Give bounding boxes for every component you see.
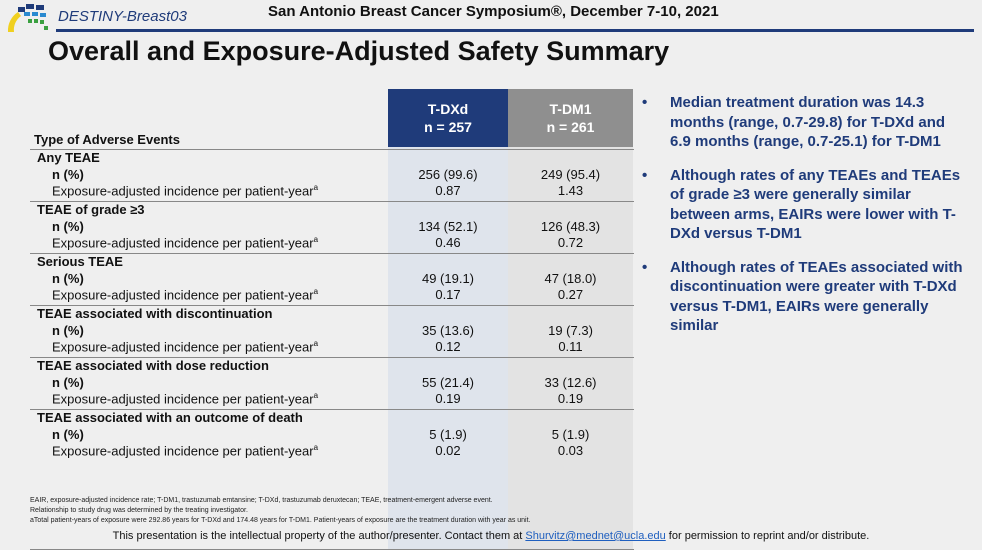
bullet-text: Although rates of any TEAEs and TEAEs of… [670, 166, 961, 243]
ip-text: This presentation is the intellectual pr… [112, 530, 526, 542]
tdxd-n-value: 256 (99.6) [418, 167, 478, 182]
arm-name: T-DXd [427, 101, 469, 117]
footnote: Relationship to study drug was determine… [30, 507, 248, 514]
eair-text: Exposure-adjusted incidence per patient-… [52, 235, 314, 251]
footnotes: EAIR, exposure-adjusted incidence rate; … [30, 496, 531, 526]
tdm1-n-value: 249 (95.4) [540, 167, 601, 182]
bullet-item: • Median treatment duration was 14.3 mont… [640, 93, 970, 152]
bullet-icon: • [642, 166, 648, 184]
tdm1-column-bg [508, 147, 633, 549]
row-title: Any TEAE [37, 150, 100, 165]
type-header: Type of Adverse Events [34, 132, 180, 147]
n-label: n (%) [52, 167, 84, 182]
tdxd-n-value: 5 (1.9) [429, 427, 467, 442]
eair-text: Exposure-adjusted incidence per patient-… [52, 443, 314, 459]
conference-title: San Antonio Breast Cancer Symposium®, De… [268, 3, 719, 20]
bullet-item: • Although rates of any TEAEs and TEAEs o… [640, 166, 970, 244]
eair-label: Exposure-adjusted incidence per patient-… [52, 287, 318, 302]
tdm1-eair-value: 0.03 [557, 443, 584, 458]
tdm1-eair-value: 0.72 [557, 235, 584, 250]
eair-text: Exposure-adjusted incidence per patient-… [52, 183, 314, 199]
footnote-marker: a [313, 339, 319, 348]
eair-label: Exposure-adjusted incidence per patient-… [52, 391, 318, 406]
tdxd-n-value: 134 (52.1) [418, 219, 478, 234]
bullet-icon: • [642, 94, 648, 111]
eair-label: Exposure-adjusted incidence per patient-… [52, 339, 318, 354]
tdxd-eair-value: 0.46 [435, 235, 461, 250]
tdxd-column-bg [388, 147, 508, 549]
footnote-marker: a [313, 391, 319, 400]
row-title: TEAE associated with an outcome of death [37, 410, 303, 425]
bullet-text: Although rates of TEAEs associated with … [670, 258, 963, 335]
eair-text: Exposure-adjusted incidence per patient-… [52, 287, 314, 303]
footnote-marker: a [313, 287, 319, 296]
page-title: Overall and Exposure-Adjusted Safety Sum… [48, 36, 670, 66]
footnote-marker: a [313, 235, 319, 244]
eair-label: Exposure-adjusted incidence per patient-… [52, 235, 318, 250]
tdxd-eair-value: 0.12 [435, 339, 461, 354]
tdm1-eair-value: 0.19 [557, 391, 584, 406]
eair-label: Exposure-adjusted incidence per patient-… [52, 183, 318, 198]
eair-label: Exposure-adjusted incidence per patient-… [52, 443, 318, 458]
row-title: TEAE associated with discontinuation [37, 306, 273, 321]
footnote: aTotal patient-years of exposure were 29… [30, 517, 531, 524]
tdxd-eair-value: 0.02 [435, 443, 461, 458]
bullet-icon: • [642, 258, 648, 276]
tdxd-eair-value: 0.17 [435, 287, 461, 302]
tdxd-n-value: 35 (13.6) [421, 323, 475, 338]
n-label: n (%) [52, 427, 84, 442]
n-label: n (%) [52, 323, 84, 338]
eair-text: Exposure-adjusted incidence per patient-… [52, 339, 314, 355]
n-label: n (%) [52, 271, 84, 286]
table-row-group: Any TEAE n (%) Exposure-adjusted inciden… [30, 149, 634, 201]
tdxd-eair-value: 0.19 [435, 391, 461, 406]
n-label: n (%) [52, 375, 84, 390]
arm-header-tdxd: T-DXd n = 257 [388, 89, 508, 147]
arm-n: n = 261 [546, 119, 595, 135]
row-title: TEAE of grade ≥3 [37, 202, 145, 217]
row-title: Serious TEAE [37, 254, 123, 269]
tdm1-n-value: 19 (7.3) [548, 323, 593, 338]
ip-text: for permission to reprint and/or distrib… [665, 530, 870, 542]
tdxd-eair-value: 0.87 [435, 183, 461, 198]
n-label: n (%) [52, 219, 84, 234]
table-row-group: TEAE associated with dose reduction n (%… [30, 357, 634, 409]
tdm1-n-value: 47 (18.0) [544, 271, 597, 286]
contact-email-link[interactable]: Shurvitz@mednet@ucla.edu [525, 530, 666, 542]
footnote: EAIR, exposure-adjusted incidence rate; … [30, 497, 493, 504]
tdxd-n-value: 49 (19.1) [421, 271, 475, 286]
arm-name: T-DM1 [549, 101, 592, 117]
ip-notice: This presentation is the intellectual pr… [0, 530, 982, 542]
eair-text: Exposure-adjusted incidence per patient-… [52, 391, 314, 407]
row-title: TEAE associated with dose reduction [37, 358, 269, 373]
tdm1-eair-value: 1.43 [557, 183, 584, 198]
arm-n: n = 257 [424, 119, 472, 135]
footnote-marker: a [313, 443, 319, 452]
tdm1-n-value: 33 (12.6) [544, 375, 597, 390]
table-row-group: TEAE associated with an outcome of death… [30, 409, 634, 461]
tdm1-eair-value: 0.27 [557, 287, 584, 302]
destiny-logo [7, 4, 48, 32]
arm-header-tdm1: T-DM1 n = 261 [508, 89, 633, 147]
tdm1-n-value: 126 (48.3) [540, 219, 601, 234]
table-row-group: Serious TEAE n (%) Exposure-adjusted inc… [30, 253, 634, 305]
study-name: DESTINY-Breast03 [58, 8, 187, 25]
tdm1-n-value: 5 (1.9) [551, 427, 590, 442]
bullet-item: • Although rates of TEAEs associated with… [640, 258, 970, 336]
bullet-list: • Median treatment duration was 14.3 mont… [640, 93, 970, 350]
table-row-group: TEAE associated with discontinuation n (… [30, 305, 634, 357]
tdxd-n-value: 55 (21.4) [421, 375, 475, 390]
table-row-group: TEAE of grade ≥3 n (%) Exposure-adjusted… [30, 201, 634, 253]
bullet-text: Median treatment duration was 14.3 month… [670, 94, 946, 150]
header-divider [56, 29, 974, 32]
tdm1-eair-value: 0.11 [558, 339, 583, 354]
footnote-marker: a [313, 183, 319, 192]
